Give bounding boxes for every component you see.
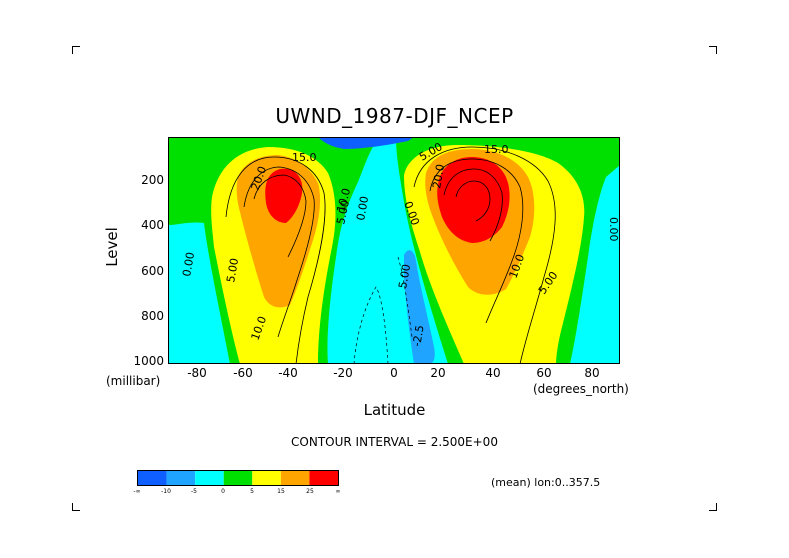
y-axis-units: (millibar) [106,374,161,388]
crop-mark-bottom-right [709,503,717,511]
x-tick-label: 60 [536,366,552,380]
x-tick-label: 40 [485,366,501,380]
x-tick-label: -20 [333,366,353,380]
contour-label: 0.00 [180,251,197,277]
x-tick-label: 0 [390,366,398,380]
x-tick-label: 80 [584,366,600,380]
fill-band-neg5-0-east [600,177,620,364]
x-tick-label: 20 [430,366,446,380]
averaging-note: (mean) lon:0..357.5 [491,476,601,489]
crop-mark-top-right [709,46,717,54]
contour-label: 15.0 [292,151,317,164]
x-axis-label: Latitude [363,401,426,419]
x-tick-label: -80 [187,366,207,380]
contour-line-north-1 [413,146,556,364]
colorbar-tick-label: 0 [221,488,225,495]
colorbar-swatch [280,471,310,485]
y-tick-label: 600 [141,264,164,278]
colorbar [137,470,339,486]
y-tick-label: 200 [141,173,164,187]
colorbar-tick-label: 25 [306,488,314,495]
contour-line-south-1 [225,156,326,364]
contour-label: 5.00 [396,263,413,289]
x-axis-units: (degrees_north) [533,382,629,396]
contour-interval-note: CONTOUR INTERVAL = 2.500E+00 [291,435,498,449]
crop-mark-bottom-left [72,503,80,511]
colorbar-tick-label: -10 [161,488,171,495]
contour-label: 15.0 [484,143,509,156]
chart-title: UWND_1987-DJF_NCEP [275,104,514,128]
colorbar-tick-label: 5 [250,488,254,495]
y-tick-label: 800 [141,309,164,323]
contour-label: 5.00 [334,199,352,226]
contour-label: 5.00 [224,257,241,283]
colorbar-swatch [166,471,196,485]
contour-label: 20.0 [430,163,447,189]
contour-label: 0.00 [607,217,620,242]
y-tick-label: 1000 [133,354,164,368]
colorbar-swatch [138,471,167,485]
contour-plot: 15.0 20.0 10.0 5.00 0.00 0.00 5.00 10.0 … [168,137,620,364]
colorbar-tick-label: -5 [191,488,197,495]
colorbar-tick-label: ∞ [335,488,341,495]
colorbar-tick-label: 15 [277,488,285,495]
contour-line-north-3 [443,168,503,242]
contour-line-dashed-2 [397,256,413,338]
colorbar-frame [137,470,339,486]
contour-line-south-3 [253,174,307,258]
contour-line-south-2 [243,166,315,338]
fill-band-gt25-south [265,168,303,223]
colorbar-swatch [252,471,281,485]
colorbar-swatch [195,471,224,485]
fill-band-lt-neg10-top [318,137,414,149]
crop-mark-top-left [72,46,80,54]
colorbar-swatch [223,471,253,485]
colorbar-swatch [309,471,338,485]
contour-label: -2.5 [410,324,427,347]
colorbar-tick-label: -∞ [133,488,141,495]
contour-line-north-2 [429,158,524,324]
x-tick-label: -60 [233,366,253,380]
y-axis-label: Level [102,227,121,267]
plot-frame [168,137,620,364]
contour-label: 0.00 [354,195,371,221]
x-tick-label: -40 [278,366,298,380]
contour-line-north-4 [455,180,491,222]
y-tick-label: 400 [141,218,164,232]
contour-label: 10.0 [334,187,353,214]
contour-line-dashed-1 [353,286,389,364]
fill-band-gt25-north [437,157,510,243]
